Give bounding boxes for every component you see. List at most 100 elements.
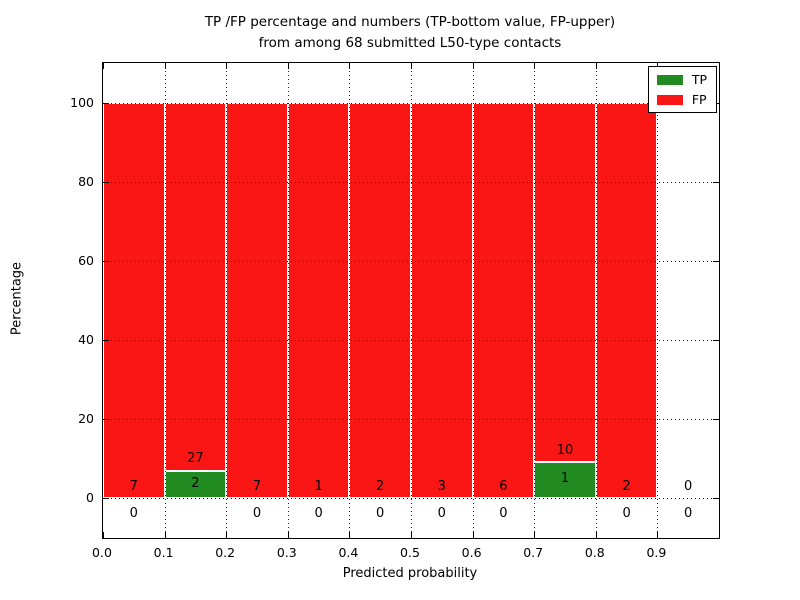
tp-bar-segment xyxy=(164,471,227,499)
x-tick-mark xyxy=(103,532,104,538)
x-tick-label: 0.3 xyxy=(276,545,297,560)
y-tick-label: 0 xyxy=(86,490,94,506)
fp-count-label: 0 xyxy=(684,478,693,494)
y-tick-mark-right xyxy=(713,260,719,262)
chart-title: TP /FP percentage and numbers (TP-bottom… xyxy=(10,12,800,54)
fp-bar-segment xyxy=(164,102,227,472)
fp-count-label: 1 xyxy=(314,478,323,494)
y-tick-mark-right xyxy=(713,181,719,183)
fp-bar-segment xyxy=(534,102,596,463)
x-tick-mark-top xyxy=(103,63,104,69)
y-tick-label: 20 xyxy=(78,411,94,427)
fp-legend-label: FP xyxy=(691,92,707,107)
x-tick-mark-top xyxy=(226,63,228,69)
x-tick-label: 0.4 xyxy=(338,545,359,560)
x-tick-mark-top xyxy=(164,63,166,69)
x-tick-mark-top xyxy=(472,63,474,69)
vertical-gridline xyxy=(411,63,412,538)
vertical-gridline xyxy=(226,63,228,538)
x-tick-mark-top xyxy=(411,63,412,69)
tp-count-label: 0 xyxy=(437,506,446,522)
x-tick-mark xyxy=(472,532,474,538)
x-tick-mark xyxy=(657,532,659,538)
vertical-gridline xyxy=(657,63,659,538)
vertical-gridline xyxy=(164,63,166,538)
tp-count-label: 0 xyxy=(499,506,508,522)
y-tick-mark xyxy=(103,419,109,421)
plot-area: TP FP 7 0 27 2 7 0 1 0 2 0 3 0 6 0 10 1 2 0 0 0 xyxy=(102,62,720,539)
tp-count-label: 0 xyxy=(314,506,323,522)
tp-count-label: 0 xyxy=(252,506,262,522)
y-tick-label: 100 xyxy=(70,94,94,110)
vertical-gridline xyxy=(349,63,351,538)
y-tick-label: 60 xyxy=(78,252,94,268)
x-tick-mark xyxy=(287,532,289,538)
x-tick-mark xyxy=(411,532,412,538)
y-tick-mark-right xyxy=(713,498,719,500)
fp-count-label: 6 xyxy=(499,478,508,494)
tp-count-label: 1 xyxy=(560,471,570,487)
fp-bar-segment xyxy=(103,102,165,499)
y-tick-label: 80 xyxy=(78,173,94,189)
y-axis-label: Percentage xyxy=(9,261,25,336)
legend: TP FP xyxy=(647,66,717,113)
fp-count-label: 2 xyxy=(622,478,631,494)
tp-count-label: 0 xyxy=(684,506,693,522)
tp-count-label: 0 xyxy=(622,506,631,522)
x-tick-mark xyxy=(164,532,166,538)
x-tick-mark xyxy=(534,532,536,538)
fp-legend-swatch xyxy=(656,94,683,105)
y-tick-label: 40 xyxy=(78,332,94,348)
x-tick-label: 0.8 xyxy=(584,545,605,560)
chart-title-line1: TP /FP percentage and numbers (TP-bottom… xyxy=(204,14,616,30)
x-tick-mark-top xyxy=(534,63,536,69)
y-tick-mark xyxy=(103,181,109,183)
fp-bar-segment xyxy=(595,102,658,499)
fp-bar-segment xyxy=(287,102,350,499)
x-tick-label: 0.5 xyxy=(400,545,420,560)
x-tick-label: 0.7 xyxy=(523,545,544,560)
vertical-gridline xyxy=(287,63,289,538)
tp-count-label: 2 xyxy=(191,475,200,491)
tp-legend-swatch xyxy=(656,74,683,85)
fp-count-label: 3 xyxy=(437,478,446,494)
x-tick-label: 0.2 xyxy=(215,545,236,560)
fp-count-label: 27 xyxy=(187,451,204,467)
x-tick-mark-top xyxy=(595,63,597,69)
fp-count-label: 2 xyxy=(376,478,385,494)
tp-count-label: 0 xyxy=(376,506,385,522)
tp-legend-label: TP xyxy=(691,72,707,87)
fp-count-label: 7 xyxy=(129,478,138,494)
x-tick-label: 0.1 xyxy=(153,545,174,560)
fp-bar-segment xyxy=(411,102,473,499)
vertical-gridline xyxy=(472,63,474,538)
tp-bar-segment xyxy=(534,462,596,499)
x-axis-label: Predicted probability xyxy=(342,566,478,581)
fp-bar-segment xyxy=(349,102,411,499)
fp-bar-segment xyxy=(226,102,288,499)
x-tick-mark-top xyxy=(287,63,289,69)
vertical-gridline xyxy=(534,63,536,538)
fp-count-label: 7 xyxy=(252,478,262,494)
x-tick-label: 0.0 xyxy=(92,545,112,560)
x-tick-mark xyxy=(349,532,351,538)
y-tick-mark xyxy=(103,340,109,342)
x-tick-mark xyxy=(226,532,228,538)
fp-count-label: 10 xyxy=(556,442,574,458)
vertical-gridline xyxy=(595,63,597,538)
legend-row-tp: TP xyxy=(656,72,707,87)
tp-count-label: 0 xyxy=(129,506,138,522)
fp-bar-segment xyxy=(472,102,535,499)
x-tick-label: 0.6 xyxy=(461,545,482,560)
chart-title-line2: from among 68 submitted L50-type contact… xyxy=(258,35,562,51)
x-tick-mark xyxy=(595,532,597,538)
y-tick-mark xyxy=(103,498,109,500)
legend-row-fp: FP xyxy=(656,92,707,107)
x-tick-mark-top xyxy=(349,63,351,69)
y-tick-mark-right xyxy=(713,340,719,342)
y-tick-mark-right xyxy=(713,419,719,421)
y-tick-mark xyxy=(103,102,109,104)
y-tick-mark xyxy=(103,260,109,262)
x-tick-label: 0.9 xyxy=(646,545,667,560)
